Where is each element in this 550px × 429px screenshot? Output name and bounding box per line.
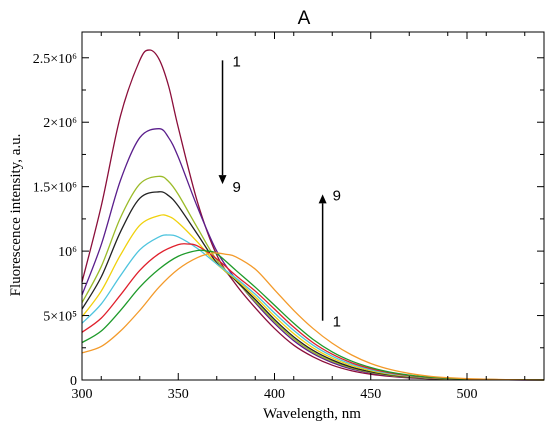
series-group [81, 49, 545, 381]
x-tick-label: 450 [360, 387, 381, 402]
arrow-head-2 [318, 194, 327, 204]
y-tick-label: 2×10⁶ [43, 116, 77, 131]
y-tick-label: 0 [70, 374, 77, 389]
y-tick-label: 2.5×10⁶ [33, 52, 77, 67]
series-line-6 [81, 234, 545, 381]
series-line-7 [81, 243, 545, 381]
arrow-head-1 [218, 175, 227, 185]
x-tick-label: 350 [168, 387, 189, 402]
x-tick-label: 300 [72, 387, 93, 402]
tick-group: 300 350 400 450 500 0 5×10⁵ 10⁶ 1.5×10⁶ 2×10⁶ 2.5×… [33, 32, 544, 402]
series-line-9 [81, 252, 545, 381]
arrow-end-label-2: 9 [333, 187, 341, 204]
x-tick-label: 500 [457, 387, 478, 402]
y-tick-label: 5×10⁵ [43, 310, 77, 325]
x-tick-label: 400 [264, 387, 285, 402]
series-line-3 [81, 175, 545, 381]
chart-title: A [298, 8, 311, 29]
y-tick-label: 10⁶ [58, 245, 77, 260]
x-axis-label: Wavelength, nm [263, 406, 361, 422]
arrow-start-label-1: 1 [233, 53, 241, 70]
plot-frame [81, 31, 545, 381]
series-line-5 [81, 214, 545, 381]
y-axis-label: Fluorescence intensity, a.u. [8, 134, 24, 297]
arrow-end-label-1: 9 [233, 179, 241, 196]
series-line-8 [81, 249, 545, 381]
series-line-1 [81, 49, 545, 381]
arrow-start-label-2: 1 [333, 314, 341, 331]
y-tick-label: 1.5×10⁶ [33, 181, 77, 196]
